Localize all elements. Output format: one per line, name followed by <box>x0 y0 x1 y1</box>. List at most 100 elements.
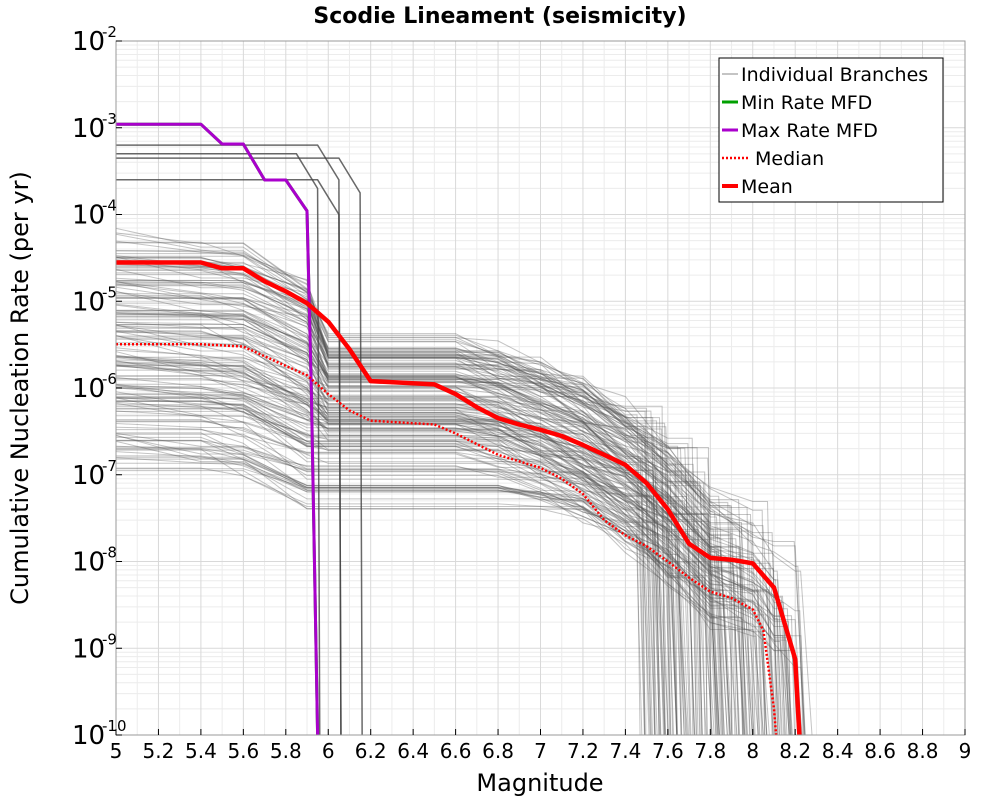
y-tick-exponent: -9 <box>102 630 117 648</box>
x-tick-label: 8.4 <box>822 739 854 763</box>
branch-line <box>116 423 652 735</box>
branch-line <box>116 378 718 735</box>
branch-line <box>116 157 363 735</box>
branch-line <box>116 432 723 735</box>
branch-line <box>116 396 796 735</box>
branch-line <box>116 435 703 735</box>
y-tick-exponent: -6 <box>102 370 117 388</box>
branch-line <box>116 331 687 735</box>
branch-line <box>116 233 697 735</box>
branch-line <box>116 312 706 735</box>
branch-line <box>116 355 730 735</box>
branch-line <box>116 256 682 735</box>
branch-line <box>116 261 665 735</box>
y-tick-label: 10 <box>72 201 105 231</box>
branch-line <box>116 432 685 735</box>
branch-line <box>116 369 777 735</box>
y-tick-exponent: -2 <box>102 23 117 41</box>
branch-line <box>116 386 802 735</box>
y-tick-exponent: -7 <box>102 457 117 475</box>
branch-line <box>116 240 669 735</box>
branch-line <box>116 256 766 735</box>
branch-line <box>116 439 670 735</box>
y-tick-label: 10 <box>72 27 105 57</box>
branch-line <box>116 449 688 735</box>
branch-line <box>116 364 661 735</box>
branch-line <box>116 410 666 735</box>
branch-line <box>116 365 792 735</box>
branch-line <box>116 375 778 735</box>
y-tick-exponent: -8 <box>102 544 117 562</box>
branch-line <box>116 384 773 735</box>
branch-line <box>116 364 788 735</box>
branch-line <box>116 242 652 735</box>
legend-label-median: Median <box>755 148 824 170</box>
y-tick-label: 10 <box>72 721 105 751</box>
branch-line <box>116 383 685 735</box>
x-tick-label: 7.6 <box>652 739 684 763</box>
branch-line <box>116 291 741 735</box>
series-median <box>116 342 778 735</box>
branch-line <box>116 324 790 735</box>
branch-line <box>116 440 678 735</box>
y-tick-label: 10 <box>72 548 105 578</box>
branch-line <box>116 330 783 735</box>
branch-line <box>116 232 646 735</box>
y-tick-label: 10 <box>72 461 105 491</box>
x-tick-label: 5.2 <box>143 739 175 763</box>
branch-line <box>116 327 748 735</box>
branch-line <box>116 256 678 735</box>
branch-line <box>116 397 805 735</box>
branch-line <box>116 421 646 735</box>
branch-line <box>116 277 707 735</box>
y-axis-label: Cumulative Nucleation Rate (per yr) <box>6 171 34 605</box>
branch-line <box>116 408 776 735</box>
branch-line <box>116 384 782 735</box>
branch-line <box>116 356 660 735</box>
series-layer <box>116 122 802 735</box>
branch-line <box>116 468 803 735</box>
branch-line <box>116 470 749 735</box>
branch-line <box>116 375 672 735</box>
x-tick-label: 5.8 <box>270 739 302 763</box>
y-tick-exponent: -4 <box>102 197 117 215</box>
branch-line <box>116 458 766 735</box>
branch-line <box>116 429 770 735</box>
series-max-rate-mfd <box>116 122 320 735</box>
branch-line <box>116 179 342 735</box>
legend-label-individual-branches: Individual Branches <box>741 64 928 86</box>
branch-line <box>116 393 655 735</box>
branch-line <box>116 400 733 735</box>
x-tick-label: 5.4 <box>185 739 217 763</box>
x-tick-label: 5 <box>110 739 123 763</box>
branch-line <box>116 447 754 735</box>
branch-line <box>116 302 646 735</box>
branch-line <box>116 255 662 735</box>
legend-box <box>718 57 944 203</box>
branch-line <box>116 304 754 735</box>
series-mean <box>116 260 802 735</box>
branch-line <box>116 379 745 735</box>
branch-line <box>116 329 651 735</box>
branch-line <box>116 434 760 735</box>
branch-line <box>116 303 768 735</box>
x-tick-label: 9 <box>959 739 972 763</box>
branch-line <box>116 405 799 735</box>
branch-line <box>116 281 695 735</box>
legend-label-mean: Mean <box>741 176 793 198</box>
branch-line <box>116 402 792 735</box>
branch-line <box>116 335 779 735</box>
branch-line <box>116 387 703 735</box>
x-tick-label: 6.8 <box>482 739 514 763</box>
branch-line <box>116 273 701 735</box>
branch-line <box>116 394 744 735</box>
x-tick-label: 6.2 <box>355 739 387 763</box>
legend-label-min-rate-mfd: Min Rate MFD <box>741 92 872 114</box>
branch-line <box>116 227 696 735</box>
x-ticks: 5 5.2 5.4 5.6 5.8 6 6.2 6.4 6.6 6.8 7 7.2 7.4 7.6 7.8 8… <box>110 729 972 763</box>
branch-line <box>116 310 708 735</box>
legend: Individual Branches Min Rate MFD Max Rat… <box>718 57 944 203</box>
y-ticks: 10-210-310-410-510-610-710-810-910-10 <box>72 23 127 751</box>
branch-line <box>116 267 724 735</box>
